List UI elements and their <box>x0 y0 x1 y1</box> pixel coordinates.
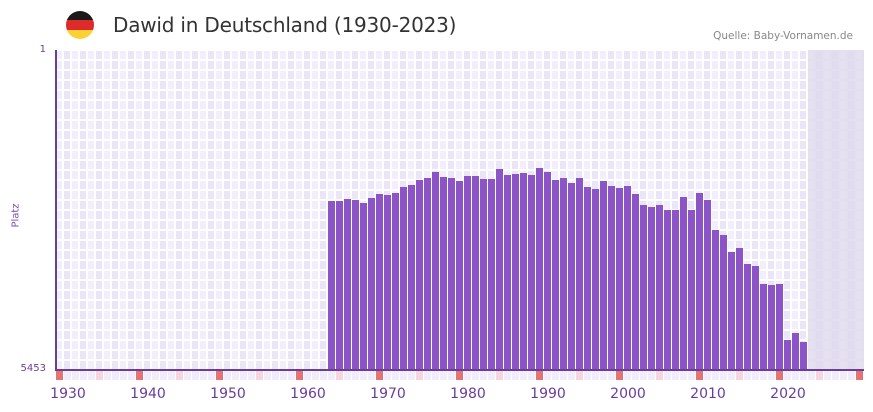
bar-1976[interactable] <box>440 177 447 369</box>
x-tick-2020: 2020 <box>770 386 806 402</box>
bar-2007[interactable] <box>688 210 695 369</box>
bar-1963[interactable] <box>336 201 343 369</box>
bar-1966[interactable] <box>360 203 367 369</box>
bar-1970[interactable] <box>392 193 399 369</box>
bar-2002[interactable] <box>648 207 655 369</box>
bar-1995[interactable] <box>592 189 599 369</box>
bar-2018[interactable] <box>776 284 783 369</box>
y-axis-title: Platz <box>10 203 22 228</box>
bar-1968[interactable] <box>376 194 383 369</box>
bar-1983[interactable] <box>496 169 503 369</box>
bar-1972[interactable] <box>408 185 415 369</box>
bar-1973[interactable] <box>416 180 423 369</box>
bar-1980[interactable] <box>472 176 479 369</box>
bar-1988[interactable] <box>536 168 543 369</box>
bar-1998[interactable] <box>616 188 623 369</box>
bar-2001[interactable] <box>640 205 647 369</box>
x-tick-1930: 1930 <box>50 386 86 402</box>
x-tick-1960: 1960 <box>290 386 326 402</box>
bar-1965[interactable] <box>352 200 359 369</box>
bar-2004[interactable] <box>664 210 671 369</box>
bar-1977[interactable] <box>448 178 455 369</box>
bar-1978[interactable] <box>456 181 463 369</box>
bar-1974[interactable] <box>424 178 431 369</box>
bar-1996[interactable] <box>600 181 607 369</box>
x-tick-1980: 1980 <box>450 386 486 402</box>
bar-1985[interactable] <box>512 174 519 369</box>
bar-2006[interactable] <box>680 197 687 369</box>
bar-1979[interactable] <box>464 176 471 369</box>
bar-2013[interactable] <box>736 248 743 369</box>
x-tick-1950: 1950 <box>210 386 246 402</box>
bar-2012[interactable] <box>728 252 735 369</box>
bar-2017[interactable] <box>768 285 775 369</box>
germany-flag-icon <box>66 11 94 39</box>
bar-1971[interactable] <box>400 187 407 369</box>
x-tick-1990: 1990 <box>530 386 566 402</box>
bar-2008[interactable] <box>696 193 703 369</box>
bar-2011[interactable] <box>720 235 727 369</box>
bar-1967[interactable] <box>368 198 375 369</box>
bar-1986[interactable] <box>520 173 527 369</box>
bar-2014[interactable] <box>744 264 751 369</box>
bar-1999[interactable] <box>624 186 631 369</box>
bar-1989[interactable] <box>544 172 551 369</box>
bar-2009[interactable] <box>704 200 711 369</box>
bar-2005[interactable] <box>672 210 679 369</box>
plot-area <box>56 50 864 369</box>
chart-title: Dawid in Deutschland (1930-2023) <box>113 13 457 37</box>
bar-1993[interactable] <box>576 178 583 369</box>
bar-2016[interactable] <box>760 284 767 369</box>
x-tick-2000: 2000 <box>610 386 646 402</box>
x-tick-1940: 1940 <box>130 386 166 402</box>
bar-1982[interactable] <box>488 179 495 369</box>
bar-1990[interactable] <box>552 180 559 369</box>
bar-2003[interactable] <box>656 205 663 369</box>
x-tick-1970: 1970 <box>370 386 406 402</box>
bar-1992[interactable] <box>568 183 575 369</box>
bar-2020[interactable] <box>792 333 799 369</box>
bar-1994[interactable] <box>584 187 591 369</box>
bar-1975[interactable] <box>432 172 439 369</box>
source-label: Quelle: Baby-Vornamen.de <box>713 30 853 42</box>
bar-1969[interactable] <box>384 195 391 369</box>
bar-1997[interactable] <box>608 186 615 369</box>
bar-1984[interactable] <box>504 175 511 369</box>
x-axis-line <box>55 369 864 371</box>
y-axis-line <box>55 50 57 370</box>
bar-2019[interactable] <box>784 340 791 369</box>
y-tick-bottom: 5453 <box>20 363 46 374</box>
bar-2021[interactable] <box>800 342 807 369</box>
bar-2015[interactable] <box>752 266 759 369</box>
bar-2000[interactable] <box>632 194 639 369</box>
bar-1962[interactable] <box>328 201 335 369</box>
bar-1981[interactable] <box>480 179 487 369</box>
bar-2010[interactable] <box>712 230 719 369</box>
year-markers <box>56 371 864 380</box>
x-tick-2010: 2010 <box>690 386 726 402</box>
y-tick-top: 1 <box>39 44 46 55</box>
bar-1987[interactable] <box>528 175 535 369</box>
bar-1991[interactable] <box>560 178 567 369</box>
bar-1964[interactable] <box>344 199 351 369</box>
